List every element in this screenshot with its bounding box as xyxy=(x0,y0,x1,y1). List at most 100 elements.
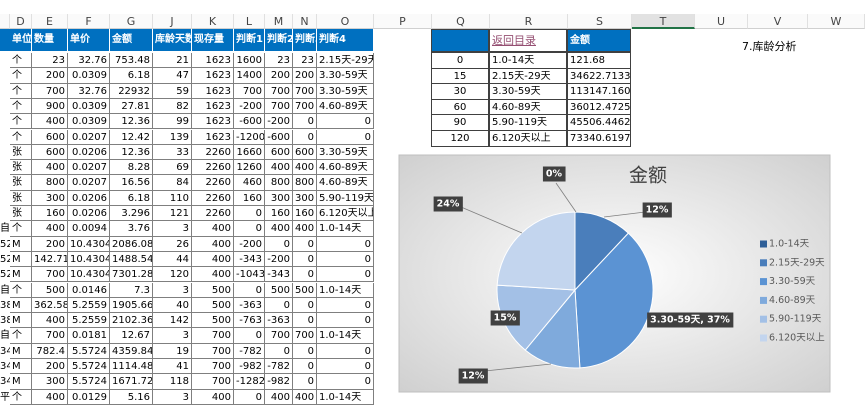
cell: M xyxy=(10,267,32,283)
cell: 12.42 xyxy=(110,129,153,145)
cell: 1623 xyxy=(192,68,234,84)
cell: 34 xyxy=(0,376,10,388)
cell: -200 xyxy=(234,98,265,115)
cell: 0 xyxy=(265,297,293,314)
cell: -200 xyxy=(265,251,293,268)
column-header: J xyxy=(153,14,192,29)
header-cell xyxy=(431,29,489,52)
cell: 900 xyxy=(32,98,68,115)
header-cell: 判断2 xyxy=(265,29,293,51)
cell: 3 xyxy=(153,221,192,237)
cell: -600 xyxy=(265,129,293,145)
cell: 自 xyxy=(0,284,10,296)
cell: 2260 xyxy=(192,206,234,222)
legend-label: 2.15天-29天 xyxy=(769,257,825,268)
cell: 400 xyxy=(192,389,234,405)
cell: 1.0-14天 xyxy=(317,221,374,237)
cell: 7301.28 xyxy=(110,267,153,283)
cell: 5.90-119天 xyxy=(317,190,374,206)
cell: 1488.54 xyxy=(110,251,153,268)
cell: 400 xyxy=(293,160,317,176)
chart-title: 金额 xyxy=(629,165,667,187)
data-label-bg xyxy=(542,166,566,182)
cell: M xyxy=(10,251,32,268)
cell: 6.120天以上 xyxy=(489,130,567,147)
cell: 59 xyxy=(153,83,192,99)
cell: 300 xyxy=(32,190,68,206)
cell: 0 xyxy=(293,313,317,329)
cell: -1282 xyxy=(234,374,265,390)
cell: -200 xyxy=(234,236,265,252)
cell: 26 xyxy=(153,236,192,252)
cell: 200 xyxy=(265,68,293,84)
cell: 0 xyxy=(234,389,265,405)
cell: 200 xyxy=(32,68,68,84)
column-header xyxy=(0,14,10,29)
cell: 2260 xyxy=(192,190,234,206)
column-header: U xyxy=(695,14,748,29)
cell: 34 xyxy=(0,345,10,357)
cell: 3.76 xyxy=(110,221,153,237)
cell: -1200 xyxy=(234,129,265,145)
cell: 160 xyxy=(234,190,265,206)
cell: 6.18 xyxy=(110,68,153,84)
header-cell: 单位 xyxy=(10,29,32,51)
cell: 47 xyxy=(153,68,192,84)
column-header: O xyxy=(317,14,374,29)
column-header: F xyxy=(68,14,110,29)
legend-swatch xyxy=(760,334,767,342)
cell: -363 xyxy=(234,297,265,314)
cell: 400 xyxy=(265,389,293,405)
column-header: R xyxy=(490,14,568,29)
cell: 600 xyxy=(293,144,317,161)
cell: M xyxy=(10,343,32,359)
cell: 23 xyxy=(293,53,317,69)
cell: 19 xyxy=(153,343,192,359)
cell: 400 xyxy=(32,389,68,405)
cell: -982 xyxy=(234,359,265,375)
header-cell: 库龄天数 xyxy=(153,29,192,51)
cell: 4.60-89天 xyxy=(317,160,374,176)
cell: 500 xyxy=(192,297,234,314)
cell: M xyxy=(10,359,32,375)
cell: 2260 xyxy=(192,160,234,176)
cell: 0 xyxy=(293,297,317,314)
cell: 0 xyxy=(293,114,317,130)
column-header: Q xyxy=(432,14,490,29)
header-cell: 数量 xyxy=(32,29,68,51)
cell: 782.4 xyxy=(32,343,68,359)
header-cell: 金额 xyxy=(110,29,153,51)
cell: 41 xyxy=(153,359,192,375)
cell: 5.16 xyxy=(110,389,153,405)
header-cell: 判断4 xyxy=(317,29,374,51)
cell: 23 xyxy=(265,53,293,69)
cell: 300 xyxy=(293,190,317,206)
cell: 700 xyxy=(293,328,317,344)
cell: 3.30-59天 xyxy=(317,83,374,99)
cell: 362.58 xyxy=(32,297,68,314)
cell: 400 xyxy=(192,236,234,252)
cell: 23 xyxy=(32,53,68,69)
cell: 700 xyxy=(192,374,234,390)
cell: 400 xyxy=(192,221,234,237)
cell: 120 xyxy=(431,130,489,147)
link[interactable]: 返回目录 xyxy=(489,29,567,52)
cell: 82 xyxy=(153,98,192,115)
cell: 0 xyxy=(317,236,374,252)
cell: 5.5724 xyxy=(68,359,110,375)
cell: 600 xyxy=(32,129,68,145)
cell: 800 xyxy=(293,175,317,191)
cell: 753.48 xyxy=(110,53,153,69)
cell: 32.76 xyxy=(68,53,110,69)
cell: 4359.84 xyxy=(110,343,153,359)
cell: 38 xyxy=(0,315,10,327)
column-header: D xyxy=(10,14,32,29)
cell: 0.0206 xyxy=(68,190,110,206)
cell: 1623 xyxy=(192,114,234,130)
cell: 0.0146 xyxy=(68,282,110,298)
cell: 0 xyxy=(293,236,317,252)
cell: 张 xyxy=(10,144,32,161)
cell: 700 xyxy=(192,343,234,359)
cell: 自 xyxy=(0,330,10,342)
cell: 800 xyxy=(265,175,293,191)
